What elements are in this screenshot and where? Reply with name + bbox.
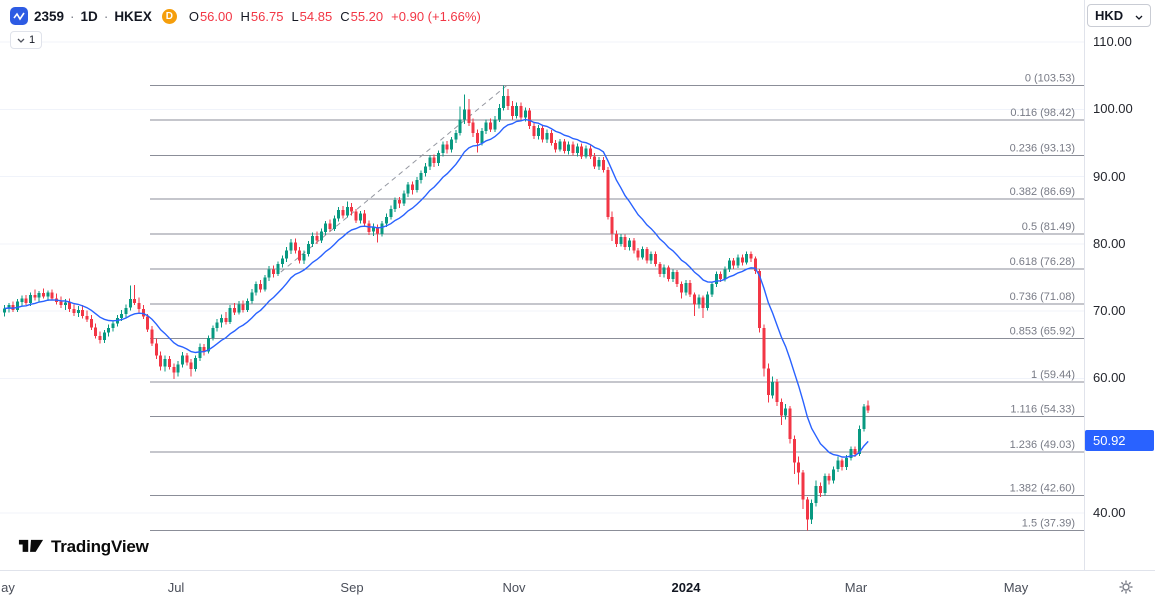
price-tick-label: 80.00 [1093,235,1126,251]
time-axis-label: ay [1,580,15,595]
legend-separator: · [70,8,75,24]
instrument-logo-icon [10,7,28,25]
svg-text:1.236 (49.03): 1.236 (49.03) [1010,439,1075,451]
price-chart-canvas[interactable]: 0 (103.53) 0.116 (98.42) 0.236 (93.13) 0.38… [0,0,1084,570]
svg-text:0.5 (81.49): 0.5 (81.49) [1022,221,1075,233]
time-axis-label: May [1003,580,1029,595]
time-axis-label: Jul [167,580,185,595]
settings-gear-icon[interactable] [1119,580,1133,599]
svg-text:0.736 (71.08): 0.736 (71.08) [1010,291,1075,303]
close-value: 55.20 [350,8,384,24]
indicators-collapse-button[interactable]: 1 [10,31,43,49]
ohlc-values: O 56.00 H 56.75 L 54.85 C 55.20 +0.90 (+1.66… [189,9,481,24]
high-value: 56.75 [250,8,284,24]
change-value: +0.90 (+1.66%) [391,8,481,24]
open-label: O [188,8,199,24]
close-label: C [340,8,350,24]
time-axis-label: Mar [844,580,868,595]
time-axis-label: 2024 [671,580,701,595]
svg-text:1.116 (54.33): 1.116 (54.33) [1010,404,1075,416]
svg-text:0.236 (93.13): 0.236 (93.13) [1010,143,1075,155]
price-tick-label: 100.00 [1093,101,1133,117]
time-axis[interactable]: ay Jul Sep Nov 2024 Mar May [0,570,1155,604]
delayed-data-badge[interactable]: D [161,8,177,24]
ma-value-badge: 50.92 [1085,429,1154,451]
time-axis-label: Nov [502,580,526,595]
svg-text:1.5 (37.39): 1.5 (37.39) [1022,518,1075,530]
svg-text:1 (59.44): 1 (59.44) [1031,369,1075,381]
svg-text:0.116 (98.42): 0.116 (98.42) [1010,107,1075,119]
tradingview-logo-text: TradingView [51,537,149,556]
candles-layer [3,85,870,531]
symbol-name[interactable]: 2359 [34,8,65,24]
svg-text:0.618 (76.28): 0.618 (76.28) [1010,256,1075,268]
interval-label[interactable]: 1D [80,8,98,24]
currency-label: HKD [1095,8,1124,23]
legend-separator: · [103,8,109,24]
price-tick-label: 40.00 [1093,505,1126,520]
tradingview-logo-icon [18,536,44,558]
price-tick-label: 70.00 [1093,303,1126,319]
svg-text:0 (103.53): 0 (103.53) [1025,73,1075,85]
tradingview-logo[interactable]: TradingView [18,536,149,558]
chart-pane[interactable]: 0 (103.53) 0.116 (98.42) 0.236 (93.13) 0.38… [0,0,1084,570]
price-tick-label: 110.00 [1093,34,1132,49]
price-tick-label: 90.00 [1093,168,1126,184]
ma-line[interactable] [4,118,869,458]
symbol-legend: 2359 · 1D · HKEX D O 56.00 H 56.75 L 54.85 … [10,7,481,25]
chevron-down-icon [17,34,25,46]
currency-selector[interactable]: HKD [1087,4,1151,27]
svg-text:0.853 (65.92): 0.853 (65.92) [1010,326,1075,338]
fib-retracement-layer[interactable]: 0 (103.53) 0.116 (98.42) 0.236 (93.13) 0.38… [150,73,1084,532]
high-label: H [240,8,250,24]
exchange-label[interactable]: HKEX [114,8,152,24]
svg-text:1.382 (42.60): 1.382 (42.60) [1010,483,1075,495]
low-label: L [291,8,299,24]
open-value: 56.00 [199,8,233,24]
chevron-down-icon [1135,8,1143,23]
grid-layer [0,41,1084,514]
price-axis[interactable]: HKD 50.92 110.00 100.00 90.00 80.00 70.00 60.… [1084,0,1155,570]
indicator-count: 1 [29,34,36,46]
low-value: 54.85 [299,8,333,24]
time-axis-label: Sep [340,580,364,595]
price-tick-label: 60.00 [1093,370,1126,386]
svg-text:0.382 (86.69): 0.382 (86.69) [1010,186,1075,198]
